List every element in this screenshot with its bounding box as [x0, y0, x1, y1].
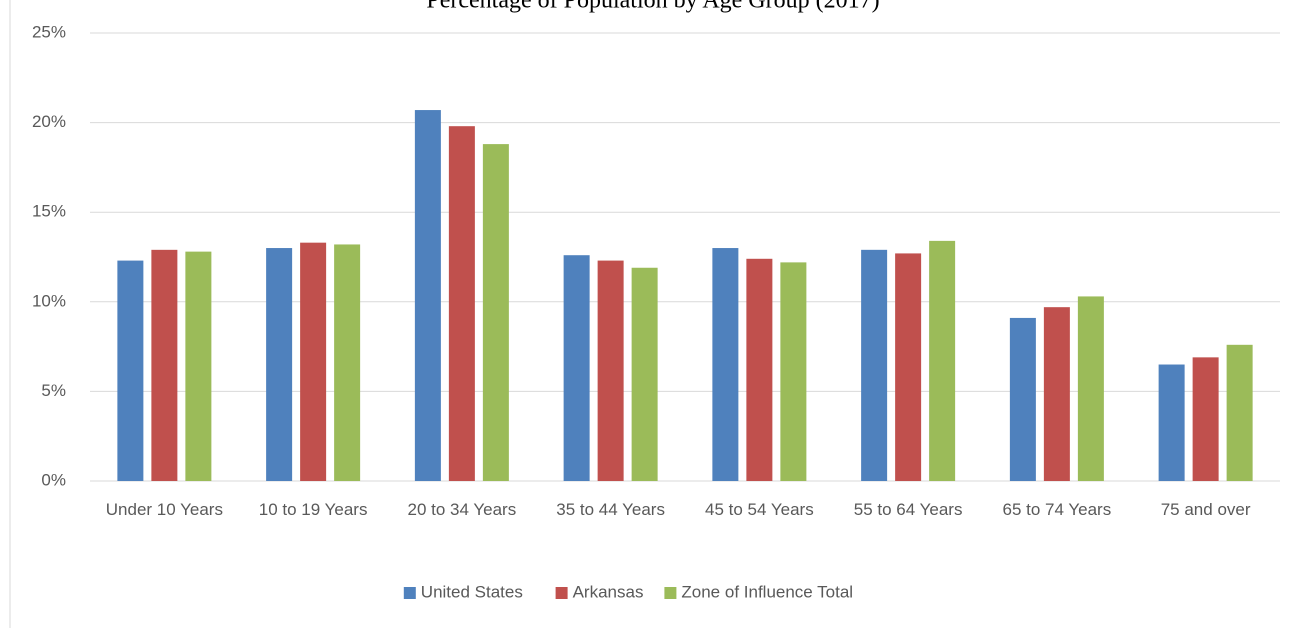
bar	[300, 242, 327, 481]
bar	[895, 253, 922, 481]
bar	[861, 249, 888, 481]
x-tick-label: 20 to 34 Years	[407, 500, 517, 519]
x-tick-label: 55 to 64 Years	[853, 500, 963, 519]
bar	[746, 258, 773, 481]
chart-frame	[9, 0, 11, 628]
bar	[185, 251, 212, 481]
bar	[1226, 344, 1253, 481]
bar	[414, 110, 441, 481]
legend-swatch	[403, 587, 416, 599]
x-tick-label: 10 to 19 Years	[258, 500, 368, 519]
y-tick-label: 15%	[32, 202, 66, 221]
bar	[266, 248, 293, 481]
bar	[448, 126, 475, 482]
x-tick-label: 35 to 44 Years	[556, 500, 665, 519]
y-tick-label: 10%	[32, 291, 66, 310]
y-tick-label: 25%	[32, 22, 66, 41]
bar	[482, 144, 509, 481]
bar	[117, 260, 144, 481]
y-tick-label: 5%	[41, 381, 66, 400]
legend-swatch	[555, 587, 568, 599]
bar	[151, 249, 178, 481]
x-tick-label: 45 to 54 Years	[705, 500, 814, 519]
legend-label: Arkansas	[573, 582, 644, 601]
x-tick-label: 75 and over	[1160, 500, 1251, 519]
x-tick-label: 65 to 74 Years	[1002, 500, 1112, 519]
bar	[1077, 296, 1104, 481]
legend-label: Zone of Influence Total	[681, 582, 853, 601]
bar	[631, 267, 658, 481]
bar	[929, 240, 956, 481]
bar	[780, 262, 807, 481]
bar	[1009, 317, 1036, 481]
y-tick-label: 20%	[32, 112, 66, 131]
legend-label: United States	[421, 582, 523, 601]
bar	[563, 255, 590, 481]
legend-swatch	[664, 587, 677, 599]
chart-title: Percentage of Population by Age Group (2…	[426, 0, 879, 14]
bar	[1158, 364, 1185, 481]
y-tick-label: 0%	[41, 470, 66, 489]
bar	[712, 248, 739, 481]
bar	[334, 244, 361, 481]
bar	[597, 260, 624, 481]
bar	[1043, 307, 1070, 481]
x-tick-label: Under 10 Years	[105, 500, 223, 519]
bar	[1192, 357, 1219, 481]
